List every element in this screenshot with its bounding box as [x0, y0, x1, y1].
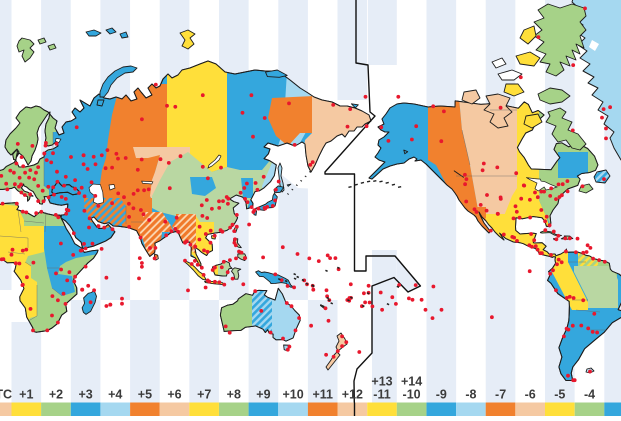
svg-text:-10: -10: [403, 388, 421, 402]
svg-text:+1: +1: [19, 388, 33, 402]
svg-text:-4: -4: [584, 388, 595, 402]
svg-text:+9: +9: [256, 388, 270, 402]
svg-text:-9: -9: [436, 388, 447, 402]
svg-text:-5: -5: [554, 388, 565, 402]
svg-text:+7: +7: [197, 388, 211, 402]
svg-text:+11: +11: [312, 388, 333, 402]
svg-text:+14: +14: [401, 375, 422, 389]
svg-text:-6: -6: [525, 388, 536, 402]
svg-text:+4: +4: [108, 388, 122, 402]
svg-text:+5: +5: [138, 388, 152, 402]
svg-text:UTC: UTC: [0, 388, 12, 402]
svg-text:+8: +8: [227, 388, 241, 402]
svg-text:+13: +13: [371, 375, 392, 389]
svg-text:+12: +12: [342, 388, 363, 402]
svg-text:-11: -11: [373, 388, 390, 402]
svg-text:+6: +6: [167, 388, 181, 402]
svg-text:-7: -7: [495, 388, 506, 402]
svg-text:+10: +10: [282, 388, 303, 402]
svg-text:+2: +2: [49, 388, 63, 402]
svg-text:+3: +3: [78, 388, 92, 402]
svg-text:-8: -8: [465, 388, 476, 402]
